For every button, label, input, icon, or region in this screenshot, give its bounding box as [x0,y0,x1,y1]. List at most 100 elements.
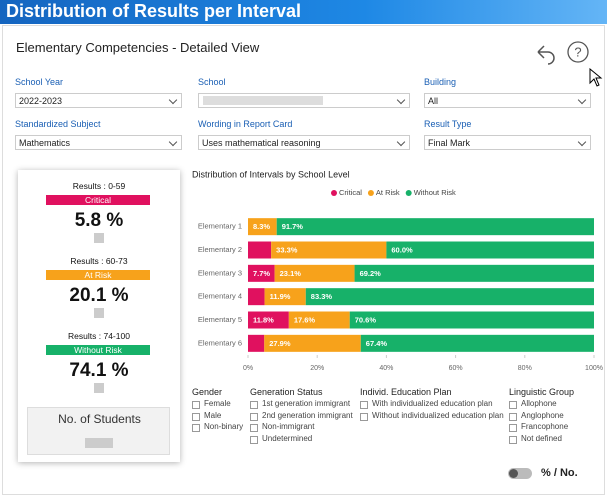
help-icon[interactable] [567,41,589,63]
data-label: 7.7% [253,269,270,278]
data-label: 83.3% [311,292,333,301]
filter-label: Building [424,77,457,87]
checkbox[interactable] [509,424,517,432]
checkbox[interactable] [360,412,368,421]
bar-segment [288,311,350,329]
checkbox-label: Without individualized education plan [372,410,504,420]
data-label: 17.6% [294,315,316,324]
checkbox-label: 1st generation immigrant [262,399,351,408]
range-label: Results : 0-59 [72,181,126,191]
legend-dot [405,190,412,196]
bar-segment [386,241,594,259]
checkbox[interactable] [250,412,258,421]
bar-segment [264,334,361,352]
checkbox[interactable] [250,424,258,432]
bar-segment [248,264,275,282]
legend-dot [367,190,374,196]
bar-segment [305,288,594,306]
data-label: 60.0% [391,245,413,254]
cursor [589,68,603,87]
blurred-count [94,308,104,318]
group-title: Gender [192,387,223,397]
data-label: 11.8% [253,315,274,324]
bar-segment [248,311,289,329]
filter-label: School [198,77,226,87]
bar-segment [274,264,355,282]
filter-select[interactable]: All [424,93,591,108]
toggle-switch[interactable] [508,468,532,479]
checkbox[interactable] [509,435,517,444]
panel-title: Elementary Competencies - Detailed View [16,40,260,55]
data-label: 33.3% [276,245,298,254]
y-tick-label: Elementary 6 [198,338,242,347]
filter-select[interactable]: Uses mathematical reasoning [198,135,410,150]
checkbox-label: 2nd generation immigrant [262,410,353,420]
checkbox[interactable] [192,401,200,409]
filter-select[interactable]: Final Mark [424,135,591,150]
chart: Distribution of Intervals by School Leve… [192,169,603,372]
header-title: Distribution of Results per Interval [6,1,302,21]
bar-segment [271,241,387,259]
x-tick-label: 80% [518,365,532,372]
checkbox-label: Non-immigrant [262,422,315,431]
svg-text:?: ? [574,44,581,59]
checkbox[interactable] [192,424,200,432]
checkbox-label: Male [204,410,222,420]
data-label: 69.2% [360,269,382,278]
checkbox[interactable] [360,401,368,409]
filter-select[interactable]: Mathematics [15,135,182,150]
level-badge: Critical [46,195,150,205]
x-tick-label: 20% [310,365,324,372]
range-label: Results : 74-100 [68,331,130,341]
blurred-count [94,383,104,393]
filter-select[interactable] [198,93,410,108]
y-tick-label: Elementary 5 [198,315,242,324]
filter-label: Wording in Report Card [198,119,293,129]
filter-label: School Year [15,77,64,87]
checkbox[interactable] [509,412,517,421]
checkbox-label: With individualized education plan [372,399,493,408]
data-label: 23.1% [280,269,302,278]
bar-segment [248,334,265,352]
bar-segment [248,218,277,236]
filter-label: Standardized Subject [15,119,101,129]
checkbox-label: Francophone [521,422,569,431]
bar-segment [248,288,265,306]
range-label: Results : 60-73 [70,256,128,266]
filter-label: Result Type [424,119,472,129]
checkbox-label: Female [204,399,231,408]
legend-dot [331,190,337,196]
level-badge: Without Risk [46,345,150,355]
students-box: No. of Students [27,407,170,455]
group-title: Generation Status [250,387,323,397]
blurred-count [85,438,113,448]
bar-segment [349,311,594,329]
x-tick-label: 60% [449,365,463,372]
blurred-count [94,233,104,243]
checkbox-label: Allophone [521,399,557,408]
data-label: 91.7% [282,222,304,231]
level-badge: At Risk [46,270,150,280]
blurred-value [203,96,323,105]
checkbox-label: Non-binary [204,422,244,431]
x-tick-label: 0% [243,365,253,372]
x-tick-label: 100% [585,365,603,372]
data-label: 11.9% [270,292,291,301]
chart-title: Distribution of Intervals by School Leve… [192,169,350,179]
checkbox-label: Not defined [521,433,562,443]
group-title: Individ. Education Plan [360,387,452,397]
checkbox[interactable] [192,412,200,421]
x-tick-label: 40% [379,365,393,372]
percent-value: 74.1 % [69,360,129,381]
students-label: No. of Students [58,412,141,426]
filter-select[interactable]: 2022-2023 [15,93,182,108]
checkbox[interactable] [509,401,517,409]
toggle-label: % / No. [541,467,578,479]
legend-label: Without Risk [414,188,456,197]
toolbar-icons[interactable]: ? [532,38,592,66]
checkbox[interactable] [250,401,258,409]
y-tick-label: Elementary 3 [198,268,242,277]
checkbox[interactable] [250,435,258,444]
back-icon[interactable] [537,45,555,65]
